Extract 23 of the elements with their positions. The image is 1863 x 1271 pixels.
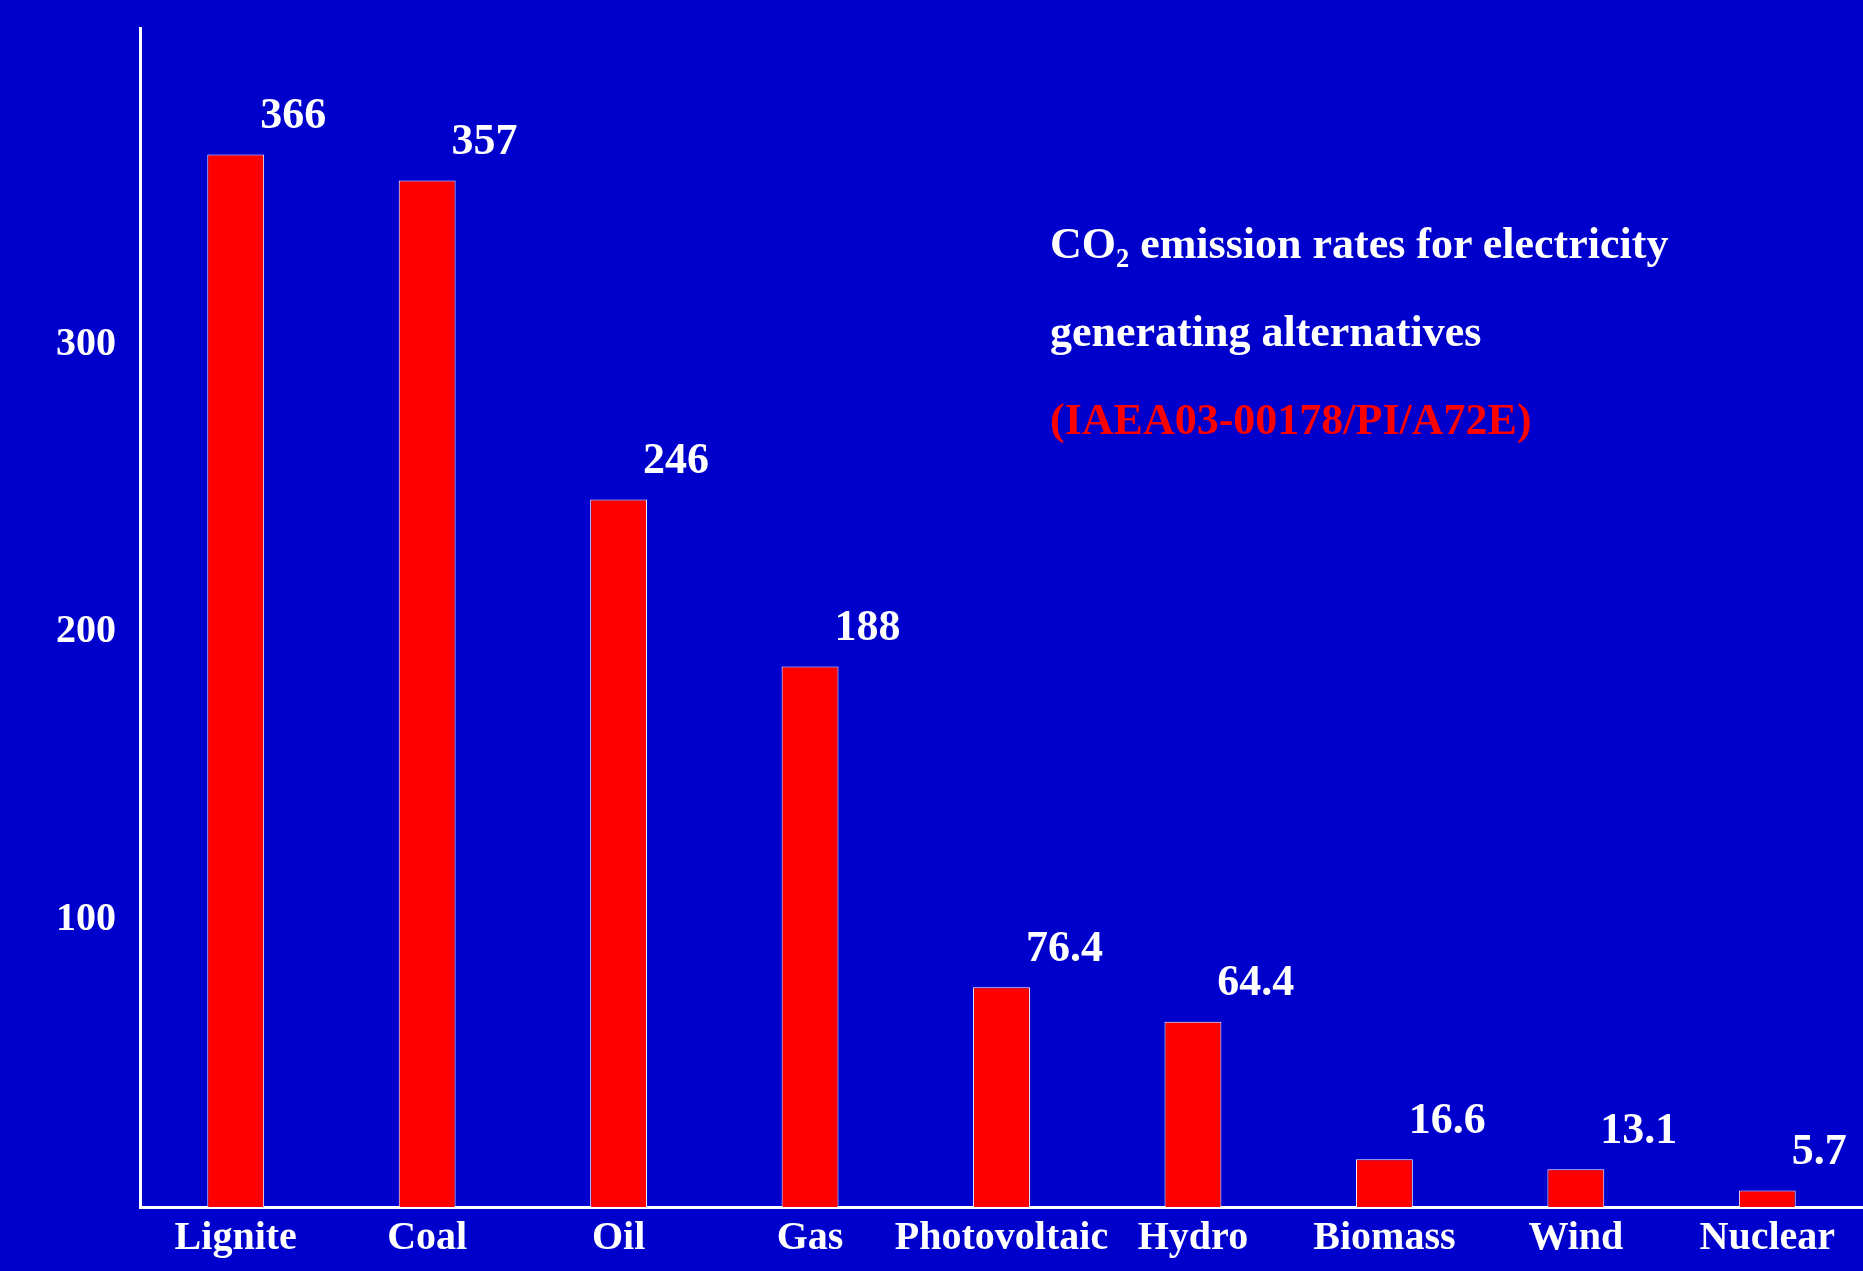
x-tick-label: Coal (387, 1213, 468, 1259)
data-label: 16.6 (1408, 1093, 1486, 1143)
x-tick-label: Lignite (174, 1213, 297, 1259)
x-tick-label: Oil (591, 1213, 646, 1259)
data-label: 64.4 (1217, 956, 1295, 1006)
data-label: 188 (834, 600, 901, 650)
x-tick-label: Gas (776, 1213, 844, 1259)
annotation: (IAEA03-00178/PI/A72E) (1050, 394, 1533, 446)
x-tick-label: Wind (1528, 1213, 1624, 1259)
data-label: 357 (451, 114, 518, 164)
y-tick-label: 200 (56, 606, 116, 652)
x-tick-label: Biomass (1313, 1213, 1456, 1259)
data-label: 246 (643, 433, 710, 483)
text: CO₂ emission rates for electricity generating alternatives (1050, 218, 1670, 358)
data-label: 5.7 (1791, 1124, 1847, 1174)
x-tick-label: Hydro (1137, 1213, 1249, 1259)
y-tick-label: 300 (56, 318, 116, 364)
x-tick-label: Nuclear (1699, 1213, 1836, 1259)
data-label: 76.4 (1025, 921, 1103, 971)
x-tick-label: Photovoltaic (894, 1213, 1109, 1259)
data-label: 13.1 (1600, 1103, 1678, 1153)
data-label: 366 (260, 88, 327, 138)
y-tick-label: 100 (56, 893, 116, 939)
